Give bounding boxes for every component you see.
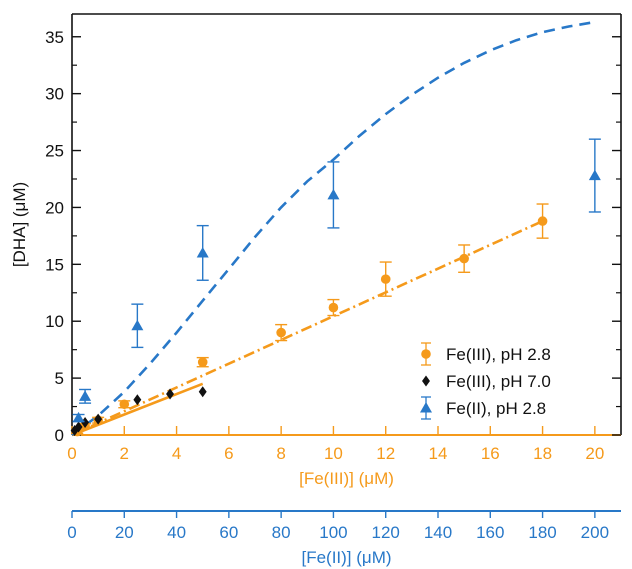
data-point-triangle xyxy=(72,411,85,423)
y-tick-label: 35 xyxy=(45,28,64,47)
data-point-circle xyxy=(328,302,339,313)
data-point-triangle xyxy=(79,390,92,401)
y-tick-label: 20 xyxy=(45,198,64,217)
x-tick-label-fe2: 40 xyxy=(167,523,186,542)
data-point-triangle xyxy=(588,169,601,181)
legend-label: Fe(III), pH 7.0 xyxy=(446,372,551,391)
x-tick-label-fe3: 16 xyxy=(481,444,500,463)
y-tick-label: 5 xyxy=(55,369,64,388)
legend-marker-circle xyxy=(421,349,431,359)
data-series xyxy=(70,138,601,437)
data-point-triangle xyxy=(327,188,340,200)
fit-line-dashed xyxy=(71,20,596,437)
x-tick-label-fe2: 0 xyxy=(67,523,76,542)
data-point-diamond xyxy=(81,416,90,428)
data-point-circle xyxy=(459,253,469,264)
y-tick-label: 30 xyxy=(45,85,64,104)
x-axis-fe2: 0 20 40 60 80 100 120 140 160 180 200 [Fe(II)] (μM) xyxy=(67,510,621,567)
data-point-circle xyxy=(197,357,208,367)
legend-marker-diamond xyxy=(422,375,430,387)
x-tick-label-fe3: 10 xyxy=(324,444,343,463)
y-axis: 0 5 10 15 20 25 30 35 [DHA] (μM) xyxy=(10,28,621,445)
x-tick-label-fe3: 0 xyxy=(67,444,76,463)
x-tick-label-fe3: 6 xyxy=(224,444,233,463)
x-tick-label-fe2: 200 xyxy=(581,523,609,542)
x-tick-label-fe2: 60 xyxy=(219,523,238,542)
x-tick-label-fe2: 180 xyxy=(528,523,556,542)
data-point-circle xyxy=(537,216,548,226)
x-tick-label-fe2: 160 xyxy=(476,523,504,542)
y-axis-label: [DHA] (μM) xyxy=(10,182,29,267)
x-tick-label-fe3: 12 xyxy=(376,444,395,463)
data-point-circle xyxy=(119,399,130,410)
plot-frame xyxy=(71,13,622,436)
x-tick-label-fe3: 8 xyxy=(276,444,285,463)
x-tick-label-fe2: 120 xyxy=(372,523,400,542)
y-tick-label: 0 xyxy=(55,426,64,445)
x-axis-label-fe2: [Fe(II)] (μM) xyxy=(301,548,391,567)
fit-line-solid xyxy=(71,382,204,437)
y-tick-label: 25 xyxy=(45,142,64,161)
y-tick-label: 15 xyxy=(45,255,64,274)
data-point-circle xyxy=(276,327,286,338)
data-point-diamond xyxy=(198,386,207,398)
x-tick-label-fe2: 20 xyxy=(115,523,134,542)
x-tick-label-fe2: 80 xyxy=(272,523,291,542)
x-tick-label-fe2: 140 xyxy=(424,523,452,542)
data-point-diamond xyxy=(166,388,174,400)
x-tick-label-fe3: 20 xyxy=(585,444,604,463)
x-tick-label-fe3: 14 xyxy=(429,444,448,463)
data-point-triangle xyxy=(196,246,209,258)
x-tick-label-fe3: 18 xyxy=(533,444,552,463)
data-point-diamond xyxy=(94,413,103,425)
legend-marker-triangle xyxy=(420,402,432,413)
x-tick-label-fe2: 100 xyxy=(319,523,347,542)
legend-label: Fe(III), pH 2.8 xyxy=(446,345,551,364)
x-tick-label-fe3: 4 xyxy=(172,444,181,463)
data-point-circle xyxy=(380,274,391,284)
legend-label: Fe(II), pH 2.8 xyxy=(446,399,546,418)
x-axis-fe3: 0 2 4 6 8 10 12 14 16 18 20 [Fe(III)] (μM) xyxy=(67,426,604,488)
x-tick-label-fe3: 2 xyxy=(120,444,129,463)
data-point-diamond xyxy=(133,394,142,406)
legend: Fe(III), pH 2.8 Fe(III), pH 7.0 Fe(II), pH… xyxy=(420,342,551,420)
data-point-diamond xyxy=(74,421,83,433)
y-tick-label: 10 xyxy=(45,312,64,331)
data-point-triangle xyxy=(131,319,144,331)
x-axis-label-fe3: [Fe(III)] (μM) xyxy=(299,469,394,488)
